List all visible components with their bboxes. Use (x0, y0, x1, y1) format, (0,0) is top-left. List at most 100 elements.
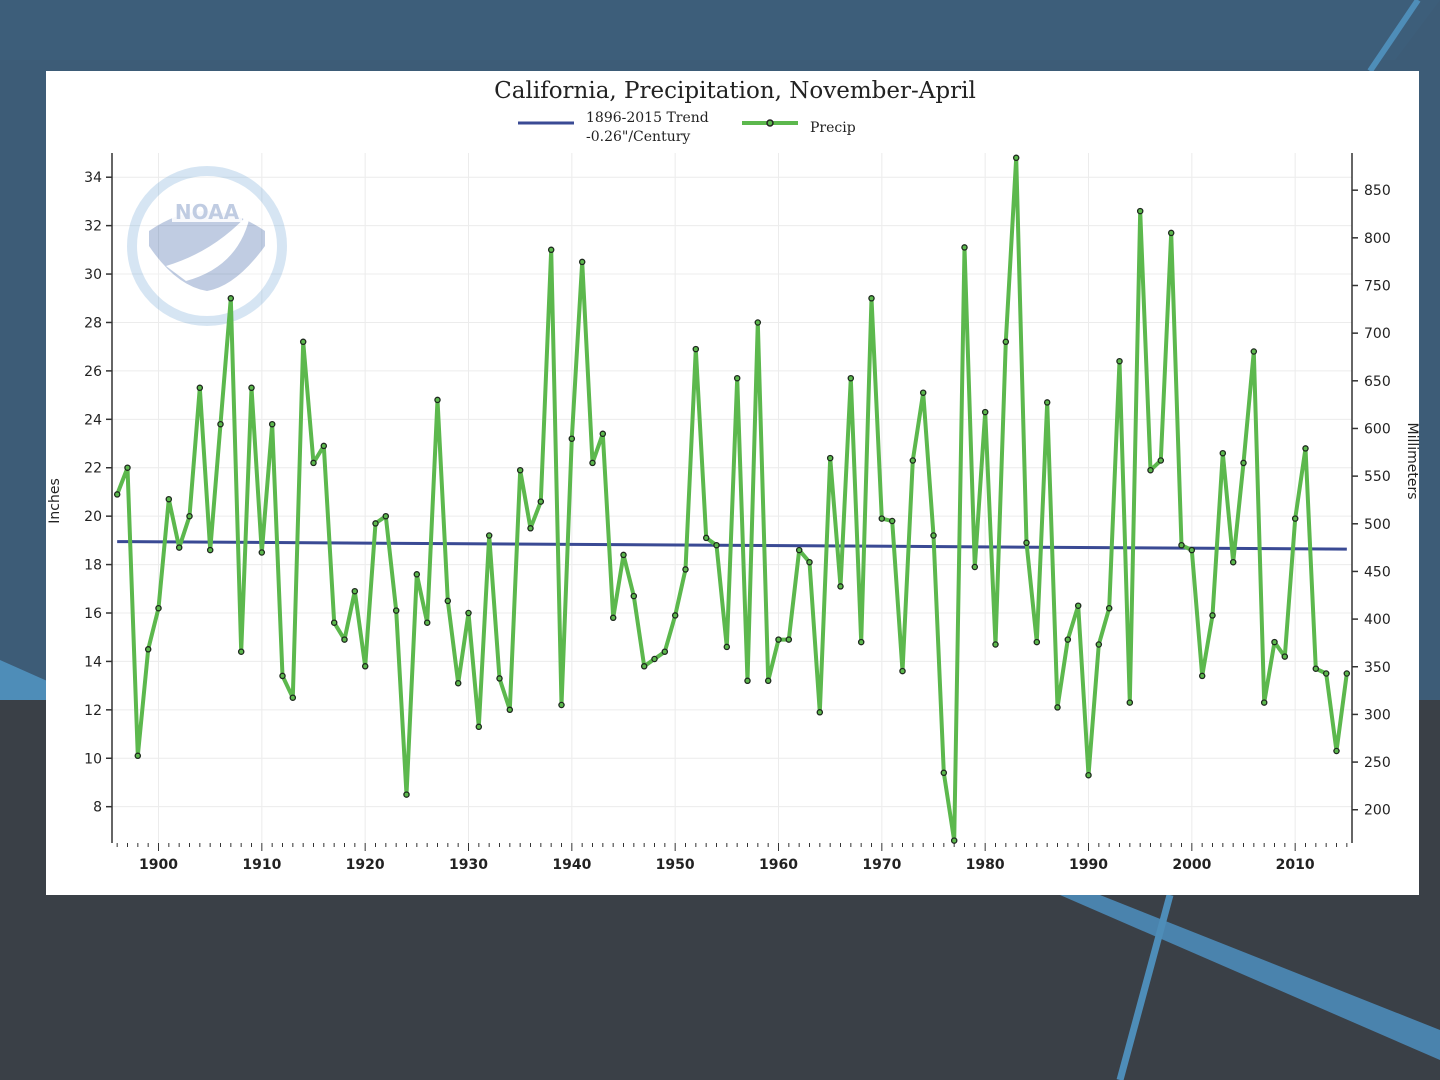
y-right-tick-label: 700 (1364, 326, 1391, 342)
precip-point (733, 374, 741, 382)
y-right-tick-label: 750 (1364, 278, 1391, 294)
x-tick-label: 1900 (139, 857, 178, 873)
precip-point (775, 636, 782, 643)
y-tick-label: 30 (84, 267, 102, 283)
precip-point (113, 491, 121, 498)
y-tick-label: 32 (84, 219, 102, 235)
precip-point (692, 345, 700, 353)
precip-point (1002, 338, 1010, 346)
precip-point (217, 420, 224, 428)
precip-point (279, 672, 286, 680)
y-tick-label: 24 (84, 412, 102, 428)
grid-lines (112, 153, 1352, 843)
y-tick-label: 22 (84, 461, 102, 477)
precip-point (227, 295, 235, 302)
precip-point (506, 706, 514, 714)
series-group (113, 154, 1351, 844)
precip-point (1116, 357, 1123, 365)
precip-point (1271, 638, 1278, 646)
precip-point (1074, 602, 1082, 609)
precip-point (620, 551, 627, 559)
precip-point (1095, 641, 1103, 648)
precip-point (899, 667, 906, 675)
precip-point (1333, 747, 1340, 755)
precip-point (919, 389, 927, 396)
precip-point (423, 619, 431, 626)
precip-point (351, 587, 359, 595)
y-right-tick-label: 650 (1364, 374, 1391, 390)
precip-point (454, 679, 462, 687)
precip-point (671, 612, 679, 619)
precip-point (713, 541, 720, 549)
x-tick-label: 1960 (759, 857, 798, 873)
precipitation-chart: NOAA California, Precipitation, November… (47, 78, 1419, 873)
precip-point (806, 558, 813, 566)
precip-point (558, 701, 565, 709)
y-right-tick-label: 800 (1364, 231, 1391, 247)
y-tick-label: 18 (84, 558, 102, 574)
precip-point (403, 791, 410, 798)
precip-point (723, 643, 731, 651)
y-tick-label: 28 (84, 315, 102, 331)
y-right-tick-label: 550 (1364, 469, 1391, 485)
precip-point (268, 420, 276, 428)
y-tick-label: 12 (84, 703, 102, 719)
precip-point (785, 636, 793, 643)
precip-point (1012, 154, 1020, 162)
svg-text:NOAA: NOAA (175, 200, 240, 224)
precip-point (175, 544, 183, 551)
precip-point (299, 338, 307, 346)
y-tick-label: 10 (84, 751, 102, 767)
precip-point (1147, 466, 1154, 474)
y-right-tick-label: 450 (1364, 564, 1391, 580)
precip-point (1043, 399, 1051, 406)
precip-point (609, 614, 617, 622)
y-tick-label: 14 (84, 654, 102, 670)
precip-point (165, 495, 173, 503)
precip-point (599, 430, 607, 438)
legend-precip-label: Precip (810, 120, 856, 136)
precip-point (1281, 653, 1289, 660)
precip-point (465, 609, 472, 617)
precip-point (485, 532, 493, 539)
y-right-tick-label: 600 (1364, 421, 1391, 437)
precip-point (330, 619, 338, 626)
y-tick-label: 34 (84, 170, 102, 186)
precip-point (878, 515, 886, 522)
precip-point (847, 374, 855, 382)
precip-point (392, 607, 400, 614)
precip-point (1064, 636, 1072, 643)
precip-point (1167, 229, 1175, 237)
y-right-tick-label: 250 (1364, 755, 1391, 771)
y-right-tick-label: 350 (1364, 660, 1391, 676)
precip-point (971, 563, 979, 571)
precip-point (124, 464, 131, 471)
precip-point (1157, 457, 1165, 464)
precip-point (1260, 699, 1268, 706)
precip-point (1302, 445, 1309, 452)
precip-point (744, 677, 751, 685)
precip-point (868, 295, 875, 302)
precip-point (144, 646, 152, 653)
precip-point (434, 396, 441, 404)
precip-point (568, 435, 576, 442)
precip-point (1343, 670, 1351, 677)
y-tick-label: 8 (93, 800, 102, 816)
precip-point (237, 648, 245, 655)
precip-point (537, 498, 545, 505)
precip-point (186, 512, 193, 520)
precip-point (1136, 207, 1144, 215)
precip-point (320, 442, 328, 450)
chart-title: California, Precipitation, November-Apri… (494, 78, 976, 104)
precip-point (1033, 638, 1041, 646)
precip-point (837, 583, 844, 590)
precip-point (1250, 348, 1258, 355)
precip-point (816, 709, 824, 716)
precip-point (516, 466, 524, 474)
precip-point (764, 677, 772, 685)
precip-point (682, 566, 689, 573)
precip-point (1085, 771, 1092, 779)
y-axis-label-left: Inches (47, 478, 63, 523)
x-tick-label: 2010 (1276, 857, 1315, 873)
precip-point (950, 837, 958, 844)
